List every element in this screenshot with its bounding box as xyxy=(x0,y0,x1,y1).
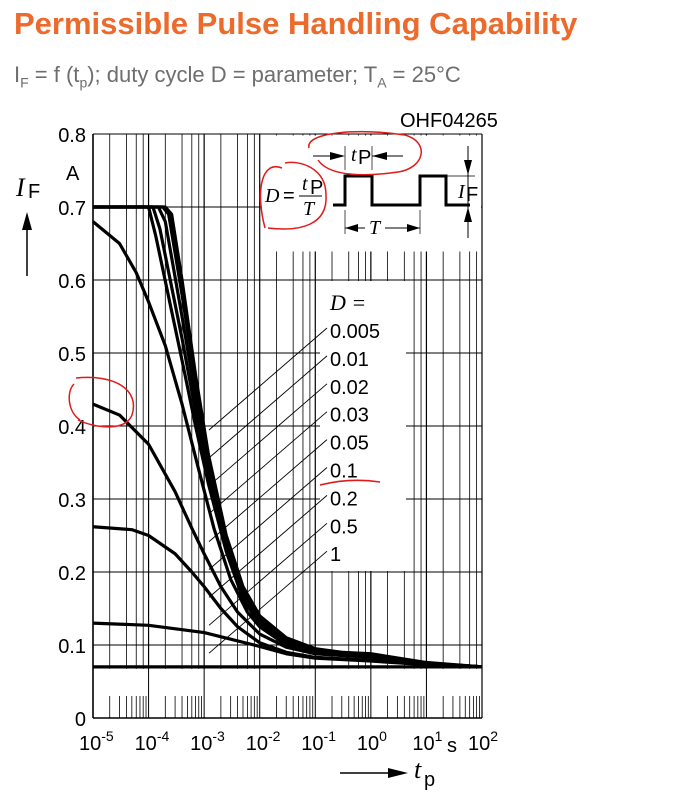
legend-label: 0.05 xyxy=(330,433,369,455)
inset-background xyxy=(262,251,268,279)
arrow-up-icon xyxy=(22,212,32,276)
x-tick-label: 10-2 xyxy=(246,728,281,755)
legend-label: 0.03 xyxy=(330,405,369,427)
x-tick-label: 101 xyxy=(412,728,442,755)
series-line-0.01 xyxy=(93,205,483,669)
subtitle-part: ); duty cycle D = parameter; T xyxy=(87,62,378,87)
bottom-background xyxy=(94,668,481,717)
legend-leader-line xyxy=(208,327,328,431)
inset-eq: = xyxy=(283,185,295,207)
series-line-0.03 xyxy=(93,205,483,669)
inset-den: T xyxy=(303,198,316,220)
legend-leader-line xyxy=(208,383,328,487)
x-tick-label: 100 xyxy=(357,728,387,755)
y-tick-label: 0.1 xyxy=(58,636,86,658)
inset-tp-sub: P xyxy=(358,147,371,169)
subtitle-part: = 25°C xyxy=(386,62,461,87)
x-tick-label: 10-1 xyxy=(301,728,336,755)
y-tick-label: 0.3 xyxy=(58,490,86,512)
x-tick-label: 10-5 xyxy=(79,728,114,755)
y-tick-label: 0.6 xyxy=(58,271,86,293)
series-line-0.2 xyxy=(92,402,483,669)
y-unit: A xyxy=(66,163,80,185)
y-tick-label: 0.4 xyxy=(58,417,86,439)
subtitle-sub: A xyxy=(377,74,387,91)
inset-if: I xyxy=(457,181,466,203)
inset-d: D xyxy=(264,185,280,207)
inset-num: t xyxy=(302,173,308,195)
inset-T: T xyxy=(369,217,382,239)
legend-label: 1 xyxy=(330,544,341,566)
x-tick-label: 102 xyxy=(468,728,498,755)
legend-leader-line xyxy=(208,411,328,515)
legend-leader-line xyxy=(208,355,328,459)
series-line-0.005 xyxy=(93,205,483,669)
y-tick-label: 0.2 xyxy=(58,563,86,585)
subtitle-part: = f (t xyxy=(28,62,80,87)
y-tick-label: 0.7 xyxy=(58,198,86,220)
arrow-right-icon xyxy=(340,768,408,778)
page-title: Permissible Pulse Handling Capability xyxy=(14,6,578,41)
labels: 0 0.1 0.2 0.3 0.4 0.5 0.6 0.7 0.8 10-5 10-4 10-3 10-… xyxy=(58,125,498,755)
inset-tp: t xyxy=(351,144,357,166)
duty-cycle-inset: D = t P T t P T I F xyxy=(264,144,478,239)
legend-background xyxy=(320,281,406,571)
legend-leader-line xyxy=(208,550,328,654)
curves xyxy=(91,205,483,669)
y-tick-label: 0.5 xyxy=(58,344,86,366)
subtitle-part: I xyxy=(14,62,21,87)
legend-label: 0.5 xyxy=(330,516,358,538)
legend-label: 0.005 xyxy=(330,321,380,343)
series-line-1 xyxy=(92,621,483,669)
legend-label: 0.01 xyxy=(330,349,369,371)
subtitle-sub: p xyxy=(79,74,88,91)
legend-label: 0.2 xyxy=(330,488,358,510)
y-axis-symbol: I xyxy=(15,173,26,202)
x-tick-label: 10-4 xyxy=(135,728,170,755)
x-tick-label: 10-3 xyxy=(190,728,225,755)
series-line-0.1 xyxy=(91,220,483,669)
y-tick-label: 0 xyxy=(75,709,86,731)
inset-num-sub: P xyxy=(310,177,323,199)
y-axis-sub: F xyxy=(28,181,40,203)
legend-leader-line xyxy=(208,495,328,598)
inset-if-sub: F xyxy=(466,184,478,206)
legend-leader-line xyxy=(208,439,328,542)
series-line-0.02 xyxy=(93,205,483,669)
legend-leaders xyxy=(208,327,328,654)
legend-leader-line xyxy=(208,467,328,570)
y-tick-label: 0.8 xyxy=(58,125,86,147)
series-line-0.05 xyxy=(93,205,483,669)
subtitle: IF = f (tp); duty cycle D = parameter; T… xyxy=(14,62,461,90)
red-annotations xyxy=(68,130,422,486)
legend-title: D = xyxy=(329,290,366,315)
legend-leader-line xyxy=(208,522,328,626)
subtitle-sub: F xyxy=(20,74,29,91)
legend-label: 0.1 xyxy=(330,461,358,483)
x-unit: s xyxy=(447,735,457,757)
x-axis-symbol: t xyxy=(414,755,422,784)
legend-label: 0.02 xyxy=(330,377,369,399)
x-axis-sub: p xyxy=(424,769,435,791)
figure-code: OHF04265 xyxy=(400,110,498,132)
